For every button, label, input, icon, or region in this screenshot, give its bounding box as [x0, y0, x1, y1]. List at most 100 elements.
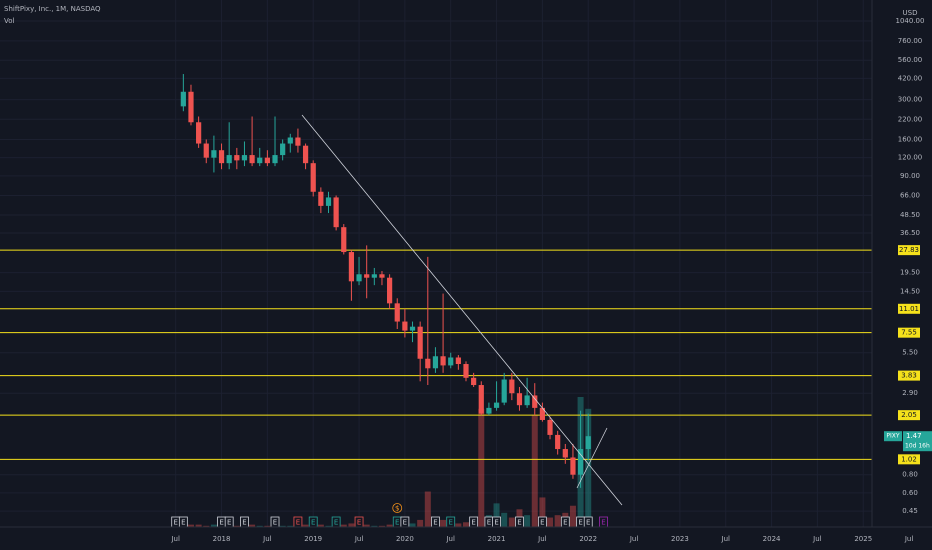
- level-label: 3.83: [901, 372, 917, 380]
- candle-body: [234, 155, 240, 161]
- x-tick-label: 2020: [396, 535, 414, 543]
- x-tick-label: 2025: [854, 535, 872, 543]
- level-tag: [898, 303, 920, 314]
- candle-body: [241, 155, 248, 161]
- candle-body: [310, 163, 316, 192]
- candles: [180, 74, 591, 488]
- x-tick-label: Jul: [537, 535, 547, 543]
- volume-bar: [233, 525, 240, 527]
- event-label: E: [357, 519, 361, 527]
- candle-body: [272, 155, 278, 164]
- candle-body: [196, 122, 202, 144]
- event-label: E: [494, 519, 498, 527]
- volume-bar: [210, 524, 217, 527]
- volume-bar: [524, 515, 531, 527]
- volume-bar: [585, 408, 592, 527]
- y-tick-label: 66.00: [900, 191, 920, 199]
- price-tag-box: [903, 431, 932, 452]
- price-tag-value: 1.47: [906, 432, 922, 440]
- candle-body: [524, 395, 530, 406]
- y-tick-label: 48.50: [900, 211, 920, 219]
- candle-body: [547, 419, 553, 435]
- volume-bar: [256, 525, 263, 527]
- volume-bar: [463, 522, 469, 527]
- volume-bar: [287, 525, 294, 527]
- event-label: E: [273, 519, 277, 527]
- volume-bar: [302, 524, 309, 527]
- y-tick-label: 19.50: [900, 269, 920, 277]
- event-label: E: [449, 519, 453, 527]
- candle-body: [394, 303, 400, 322]
- volume-bar: [547, 517, 554, 527]
- candle-body: [440, 356, 446, 366]
- x-tick-label: Jul: [170, 535, 180, 543]
- candle-body: [417, 326, 423, 359]
- candle-body: [333, 197, 339, 228]
- candle-body: [371, 274, 377, 278]
- volume-bar: [317, 524, 324, 527]
- volume-bar: [409, 523, 416, 527]
- candle-body: [295, 137, 301, 146]
- volume-bar: [493, 503, 500, 527]
- event-label: E: [395, 519, 399, 527]
- event-label: E: [487, 519, 491, 527]
- candle-body: [471, 377, 477, 386]
- axes: Jul 2018 Jul 2019 Jul 2020 Jul 2021 Jul 2022 Jul 20…: [170, 17, 932, 543]
- candle-body: [325, 197, 332, 206]
- x-tick-label: 2022: [579, 535, 597, 543]
- event-label: E: [601, 519, 605, 527]
- level-tag: [898, 454, 920, 465]
- level-label: 7.55: [901, 329, 917, 337]
- candle-body: [203, 143, 209, 158]
- candle-body: [302, 145, 309, 164]
- x-tick-label: Jul: [904, 535, 914, 543]
- candle-body: [318, 191, 324, 206]
- x-tick-label: 2019: [304, 535, 322, 543]
- y-tick-label: 760.00: [898, 37, 923, 45]
- x-tick-label: Jul: [629, 535, 639, 543]
- candle-body: [532, 395, 538, 408]
- price-tag-symbol-box: [884, 431, 902, 442]
- candle-body: [486, 407, 492, 414]
- event-label: E: [173, 519, 177, 527]
- candle-body: [264, 157, 270, 164]
- candle-body: [226, 155, 232, 164]
- volume-bar: [264, 525, 271, 527]
- event-label: E: [296, 519, 300, 527]
- candle-body: [287, 137, 293, 144]
- candle-body: [448, 357, 454, 366]
- candle-body: [562, 449, 568, 458]
- volume-bar: [187, 524, 194, 527]
- candle-body: [402, 321, 408, 331]
- event-label: E: [563, 519, 567, 527]
- volume-bar: [569, 505, 576, 527]
- candle-body: [478, 385, 484, 414]
- chart-title: ShiftPixy, Inc., 1M, NASDAQ: [4, 5, 101, 13]
- price-tag-symbol: PIXY: [886, 433, 899, 440]
- volume-bar: [249, 524, 256, 527]
- event-label: E: [403, 519, 407, 527]
- volume-bar: [363, 524, 370, 527]
- event-label: E: [219, 519, 223, 527]
- candle-body: [425, 358, 431, 369]
- volume-bar: [417, 519, 424, 527]
- candle-body: [280, 143, 286, 156]
- x-tick-label: Jul: [262, 535, 272, 543]
- event-label: E: [540, 519, 544, 527]
- y-tick-label: 300.00: [898, 96, 923, 104]
- candle-body: [356, 274, 362, 282]
- dividend-marker: [392, 503, 403, 513]
- levels: [0, 249, 872, 460]
- candle-body: [257, 157, 263, 164]
- level-label: 27.83: [899, 246, 919, 254]
- level-label: 2.05: [901, 411, 917, 419]
- volume-bar: [501, 512, 508, 527]
- x-tick-label: 2021: [488, 535, 506, 543]
- volume-bar: [203, 525, 210, 527]
- volume-bar: [424, 491, 431, 527]
- event-label: E: [433, 519, 437, 527]
- candle-body: [539, 407, 545, 420]
- y-tick-label: 160.00: [898, 135, 923, 143]
- candle-body: [341, 227, 347, 253]
- candle-body: [463, 364, 469, 378]
